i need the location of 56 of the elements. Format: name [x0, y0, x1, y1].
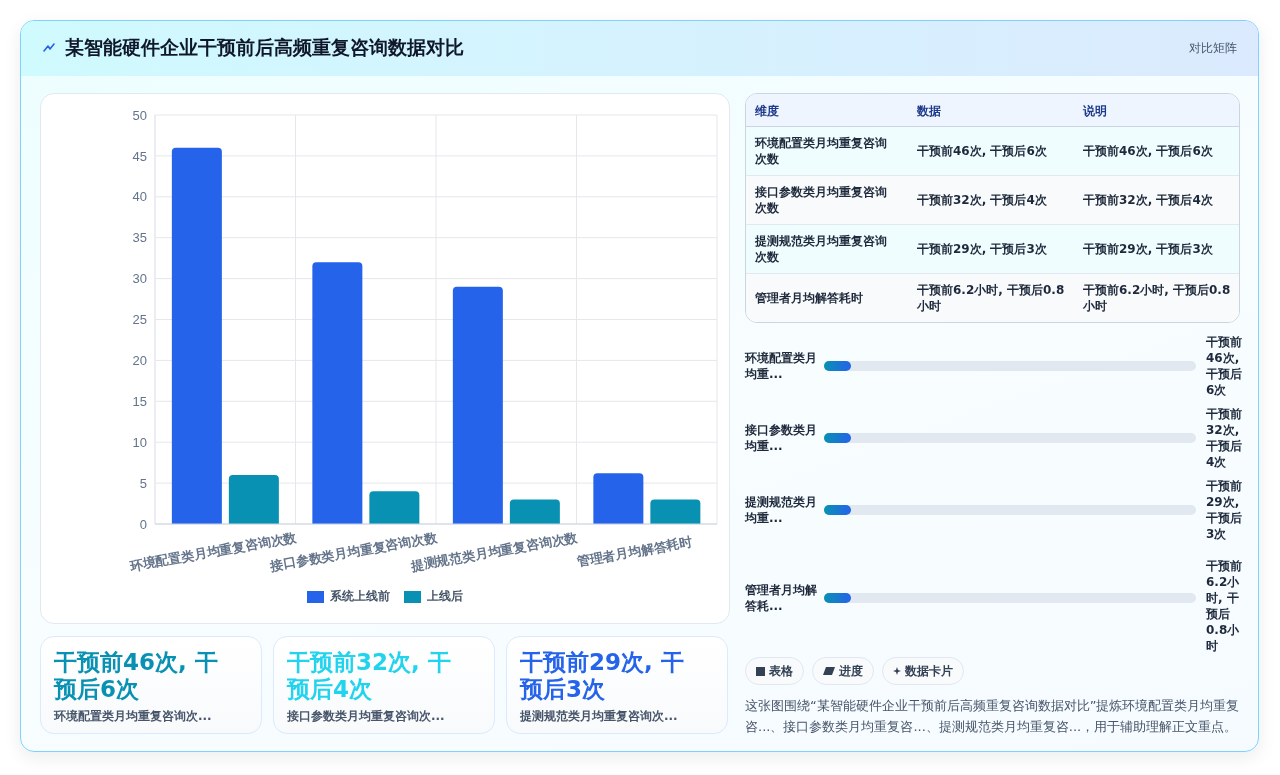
bar [593, 473, 644, 524]
category-label: 维度 [755, 103, 779, 120]
y-tick-label: 45 [132, 148, 147, 164]
category-label: 数据卡片 [905, 662, 953, 680]
text: 干预前32次, 干预后4次 [1206, 406, 1243, 470]
y-tick-label: 35 [132, 230, 147, 246]
text: 环境配置类月均重复咨询次数 [755, 136, 887, 166]
y-tick-label: 15 [132, 393, 147, 409]
text: 干预前29次, 干预后3次 [520, 649, 685, 703]
category-label: 环境配置类月均重复咨询次... [54, 708, 212, 725]
text: 干预前46次, 干预后6次 [917, 144, 1047, 158]
y-tick-label: 10 [132, 434, 147, 450]
category-label: 表格 [769, 662, 793, 680]
text: 管理者月均解答耗时 [755, 291, 863, 305]
bar [369, 491, 420, 524]
bar [312, 262, 363, 524]
text: 干预前46次, 干预后6次 [1083, 144, 1213, 158]
text: 干预前32次, 干预后4次 [917, 193, 1047, 207]
text: 干预前46次, 干预后6次 [1206, 334, 1243, 398]
text: 对比矩阵 [1189, 39, 1237, 57]
text: 干预前6.2小时, 干预后0.8小时 [1206, 558, 1243, 654]
text: 干预前6.2小时, 干预后0.8小时 [1083, 283, 1231, 313]
text: 接口参数类月均重复咨询次数 [755, 185, 887, 215]
category-label: 提测规范类月均重复咨询次... [520, 708, 678, 725]
text: 干预前6.2小时, 干预后0.8小时 [917, 283, 1065, 313]
category-label: 数据 [917, 103, 941, 120]
y-tick-label: 0 [139, 516, 147, 532]
text: 这张图围绕“某智能硬件企业干预前后高频重复咨询数据对比”提炼环境配置类月均重复咨...、接口参数类月均重复咨...、提测规范类月均重复咨...，用于辅助理解正文重点。 [745, 697, 1241, 736]
category-label: 提测规范类月均重... [745, 494, 818, 526]
text: 干预前32次, 干预后4次 [287, 649, 452, 703]
y-tick-label: 30 [132, 271, 147, 287]
legend-label: 系统上线前 [330, 588, 390, 605]
bar [509, 499, 560, 524]
bar [228, 474, 279, 524]
category-label: 接口参数类月均重... [745, 422, 818, 454]
y-tick-label: 25 [132, 312, 147, 328]
y-tick-label: 20 [132, 353, 147, 369]
legend-label: 上线后 [427, 588, 463, 605]
bar [452, 286, 503, 524]
category-label: 接口参数类月均重复咨询次... [287, 708, 445, 725]
text: 干预前29次, 干预后3次 [1206, 478, 1243, 542]
category-label: 环境配置类月均重... [745, 350, 818, 382]
category-label: 进度 [839, 662, 863, 680]
bar [171, 147, 222, 524]
category-label: 管理者月均解答耗... [745, 582, 818, 614]
y-tick-label: 5 [139, 475, 147, 491]
y-tick-label: 40 [132, 189, 147, 205]
text: 干预前29次, 干预后3次 [917, 242, 1047, 256]
text: 干预前46次, 干预后6次 [54, 649, 219, 703]
y-tick-label: 50 [132, 107, 147, 123]
text: 干预前29次, 干预后3次 [1083, 242, 1213, 256]
bar [650, 499, 701, 524]
category-label: 说明 [1083, 103, 1107, 120]
text: 提测规范类月均重复咨询次数 [755, 234, 887, 264]
text: 某智能硬件企业干预前后高频重复咨询数据对比 [65, 35, 464, 60]
text: 干预前32次, 干预后4次 [1083, 193, 1213, 207]
